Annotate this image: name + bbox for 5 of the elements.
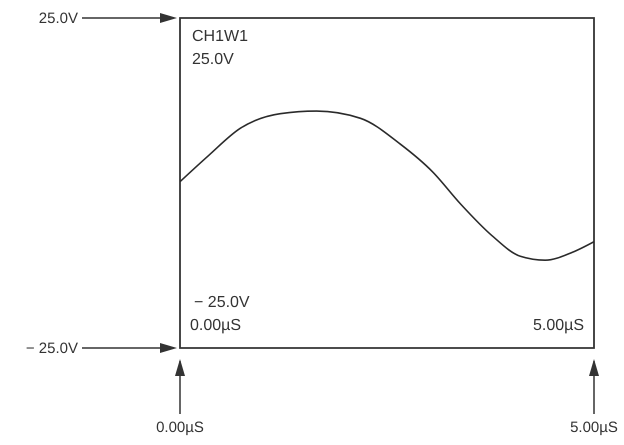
annotation: CH1W1 — [192, 28, 248, 46]
annotation: 5.00µS — [532, 317, 584, 335]
annotation: 0.00µS — [190, 317, 242, 335]
annotation: − 25.0V — [194, 294, 250, 312]
annotation: 25.0V — [192, 51, 234, 69]
